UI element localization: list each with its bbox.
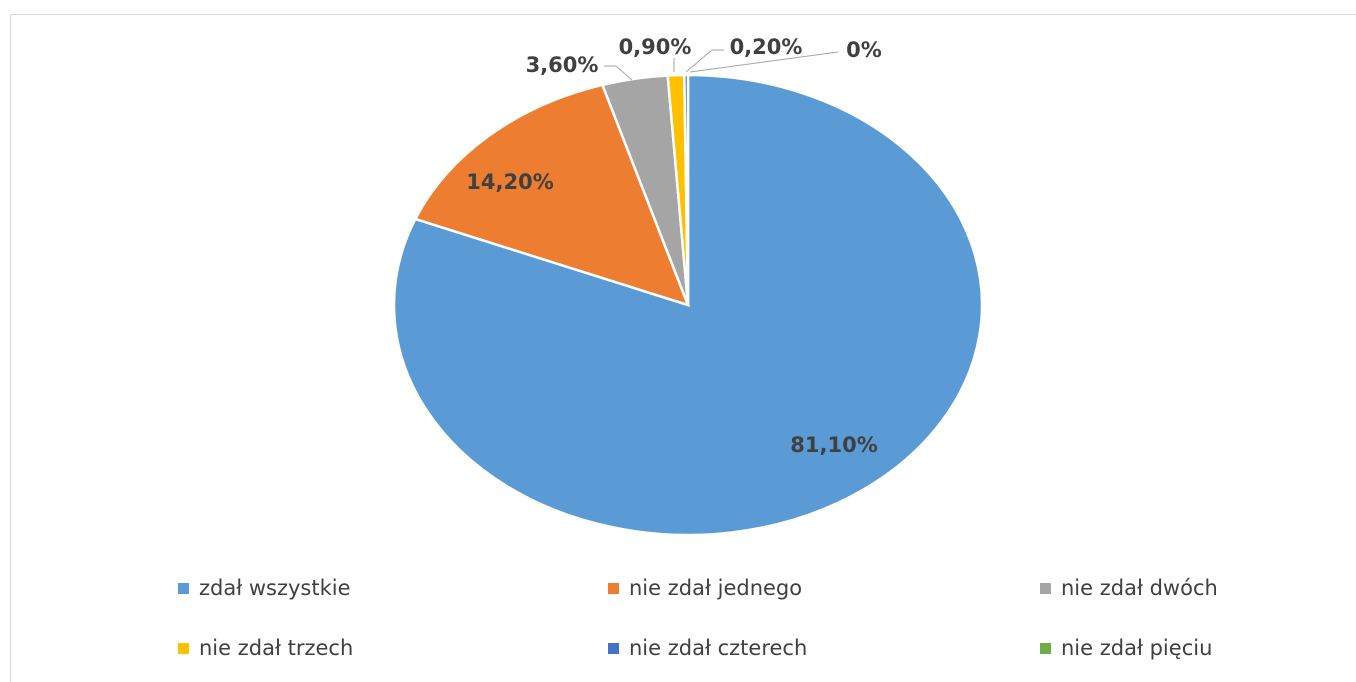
leader-line-nie-zdal-pieciu bbox=[689, 51, 839, 73]
pie-slice-nie-zdal-jednego bbox=[413, 83, 691, 307]
pie-slice-zdal-wszystkie bbox=[392, 73, 984, 537]
data-label-nie-zdal-pieciu: 0% bbox=[846, 38, 882, 62]
data-label-nie-zdal-dwoch: 3,60% bbox=[526, 53, 599, 77]
data-label-nie-zdal-trzech: 0,90% bbox=[619, 35, 692, 59]
leader-line-nie-zdal-dwoch bbox=[604, 65, 633, 81]
leader-line-nie-zdal-czterech bbox=[685, 49, 724, 73]
data-label-nie-zdal-jednego: 14,20% bbox=[466, 170, 553, 194]
chart-frame bbox=[10, 14, 1356, 682]
data-label-zdal-wszystkie: 81,10% bbox=[790, 433, 877, 457]
data-label-nie-zdal-czterech: 0,20% bbox=[730, 35, 803, 59]
pie-slice-nie-zdal-czterech bbox=[683, 73, 690, 306]
